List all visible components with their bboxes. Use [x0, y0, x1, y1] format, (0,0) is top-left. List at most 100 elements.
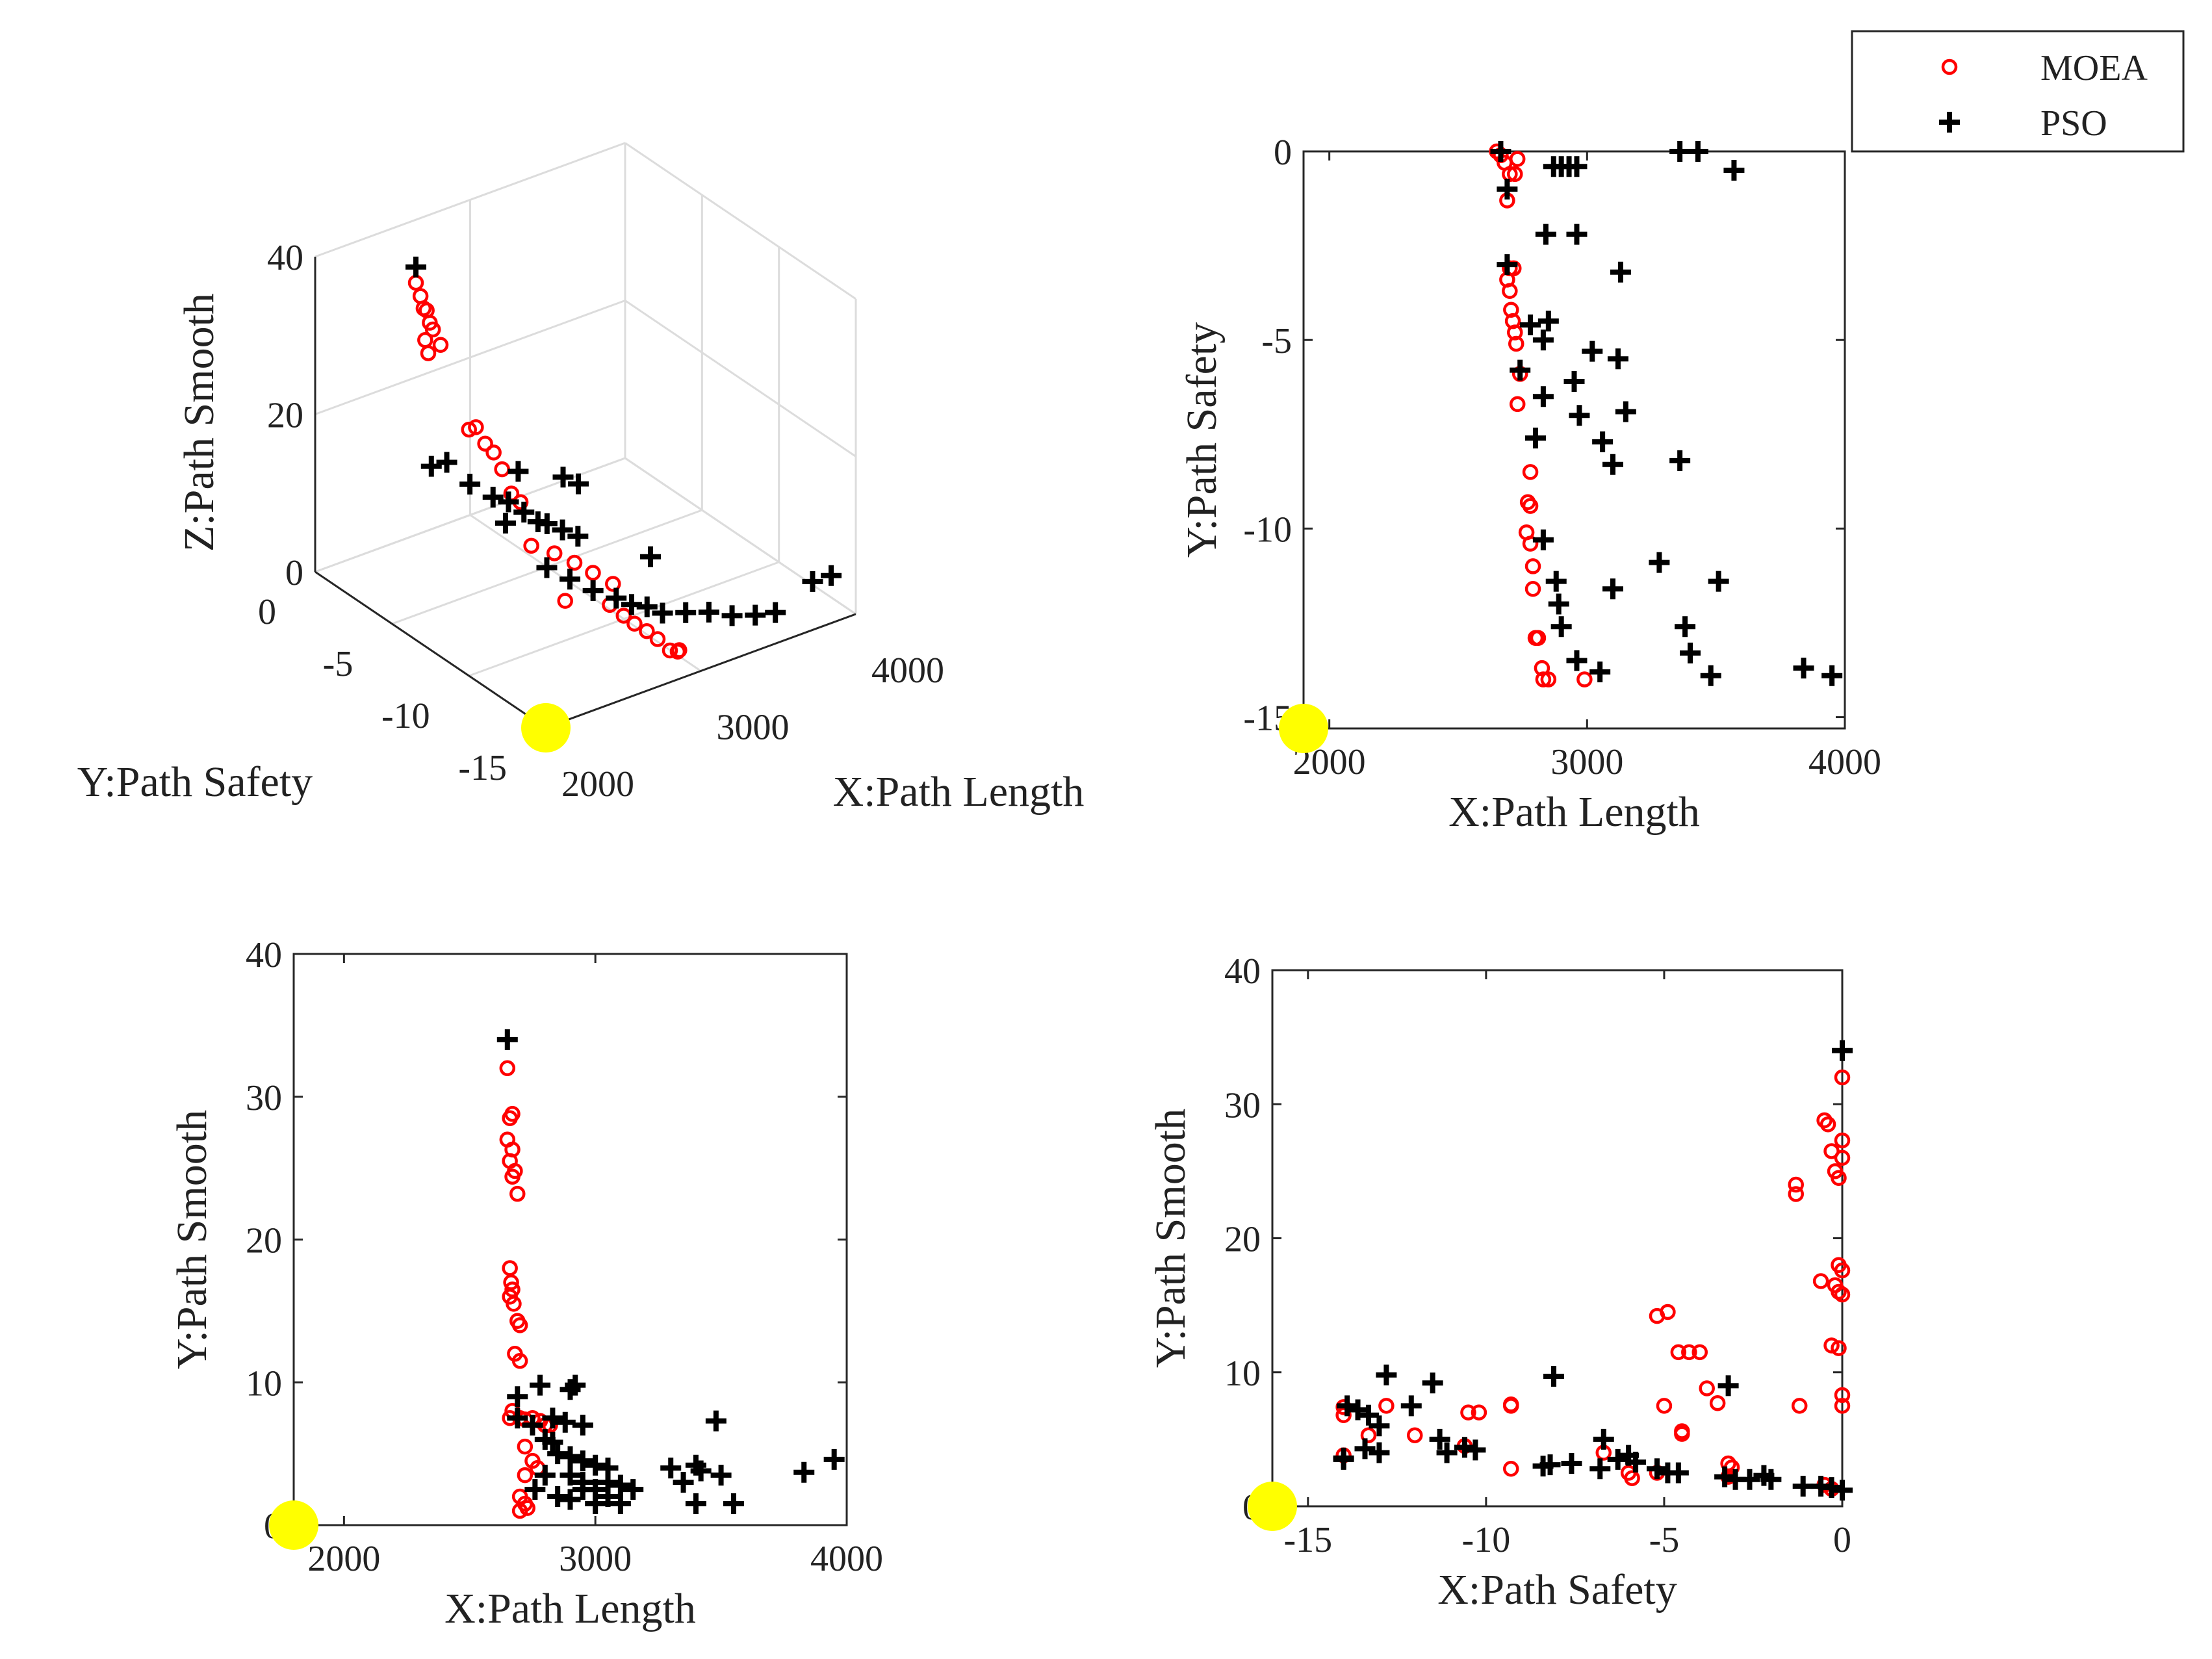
yz-moea-point	[1834, 1132, 1851, 1149]
yz-y-axis-label: Y:Path Smooth	[1147, 1109, 1194, 1368]
xz-moea-point	[519, 1500, 535, 1516]
xy-pso-point	[1569, 405, 1590, 426]
xy-pso-point	[1669, 450, 1691, 471]
xy-pso-point	[1520, 314, 1541, 335]
yz-moea-point	[1709, 1395, 1726, 1411]
xy-pso-point	[1497, 254, 1518, 276]
xy-pso-point	[1525, 428, 1546, 449]
xy-moea-point	[1535, 671, 1552, 688]
xz-y-tick-label: 10	[246, 1363, 282, 1404]
3d-pso-point	[459, 474, 481, 495]
xz-x-axis-label: X:Path Length	[444, 1585, 696, 1632]
xz-pso-point	[572, 1479, 593, 1500]
yz-pso-point	[1589, 1458, 1611, 1480]
3d-pso-point	[482, 487, 504, 508]
legend-moea-marker	[1941, 58, 1958, 75]
xy-pso-point	[1723, 160, 1745, 181]
legend-moea-label: MOEA	[2040, 48, 2148, 88]
3d-back-grid-z	[315, 300, 626, 415]
yz-pso-point	[1357, 1404, 1379, 1426]
xz-pso-point	[585, 1454, 606, 1476]
yz-pso-point	[1717, 1375, 1739, 1396]
3d-pso-point	[420, 456, 442, 477]
xy-pso-point	[1497, 179, 1518, 200]
xy-pso-point	[1510, 359, 1531, 381]
xz-pso-point	[559, 1446, 581, 1467]
yz-moea-point	[1378, 1398, 1395, 1414]
xy-pso-point	[1582, 341, 1603, 362]
yz-moea-point	[1823, 1337, 1840, 1354]
3d-pso-point	[765, 602, 786, 623]
xy-moea-point	[1509, 396, 1526, 413]
3d-moea-point	[523, 537, 539, 554]
xy-pso-point	[1532, 386, 1554, 407]
yz-moea-point	[1791, 1398, 1808, 1414]
plot-3d-length-safety-smooth: 2000 3000 4000 0 -5 -10 -15 0 20 40 X:Path Length Y…	[77, 142, 1084, 816]
xz-x-tick-label: 2000	[307, 1539, 380, 1579]
yz-moea-point	[1656, 1398, 1673, 1414]
3d-pso-point	[495, 513, 516, 534]
xy-pso-point	[1537, 311, 1559, 332]
3d-y-axis-line	[315, 571, 547, 729]
xy-moea-point	[1509, 151, 1526, 167]
3d-pso-point	[745, 604, 766, 626]
3d-pso-point	[567, 473, 589, 495]
xy-y-axis-label: Y:Path Safety	[1178, 322, 1226, 558]
3d-pso-point	[606, 587, 627, 609]
xy-highlight-marker	[1279, 704, 1328, 753]
yz-pso-point	[1714, 1466, 1736, 1487]
yz-y-tick-label: 30	[1224, 1085, 1261, 1125]
xy-moea-point	[1502, 283, 1518, 299]
3d-moea-point	[557, 593, 573, 609]
xz-pso-point	[559, 1489, 581, 1510]
yz-pso-point	[1333, 1447, 1354, 1469]
xz-pso-point	[534, 1465, 556, 1486]
xz-moea-point	[511, 1502, 528, 1519]
xz-moea-point	[502, 1260, 518, 1276]
xy-pso-point	[1532, 329, 1554, 351]
xy-pso-point	[1687, 141, 1708, 162]
xz-pso-point	[572, 1450, 593, 1472]
xy-y-tick-label: -5	[1261, 321, 1292, 361]
xy-pso-point	[1566, 224, 1588, 245]
3d-floor-grid-y	[469, 561, 780, 677]
yz-pso-point	[1539, 1454, 1561, 1476]
xz-pso-point	[673, 1472, 694, 1493]
yz-moea-point	[1660, 1304, 1676, 1320]
3d-moea-point	[566, 554, 583, 571]
yz-moea-point	[1788, 1186, 1804, 1202]
legend-pso-label: PSO	[2040, 103, 2107, 144]
xy-pso-point	[1589, 661, 1611, 682]
yz-moea-point	[1816, 1112, 1833, 1129]
xy-pso-point	[1550, 616, 1572, 637]
yz-x-tick-label: -5	[1649, 1520, 1680, 1560]
yz-pso-point	[1739, 1469, 1760, 1490]
3d-y-tick-label: -15	[458, 748, 507, 788]
xy-pso-point	[1592, 431, 1614, 452]
3d-moea-point	[605, 576, 621, 592]
3d-pso-point	[821, 565, 842, 586]
legend-box	[1851, 30, 2185, 153]
xy-moea-point	[1507, 324, 1523, 341]
xy-pso-point	[1548, 593, 1569, 615]
3d-y-tick-label: 0	[258, 592, 276, 632]
xz-moea-point	[517, 1467, 534, 1484]
3d-pso-point	[513, 502, 535, 523]
xy-pso-point	[1602, 454, 1623, 475]
xz-pso-point	[547, 1443, 569, 1465]
xy-pso-point	[1793, 658, 1814, 679]
3d-moea-point	[432, 337, 449, 353]
yz-moea-point	[1674, 1426, 1690, 1442]
3d-z-tick-label: 0	[285, 553, 303, 593]
3d-moea-point	[615, 608, 632, 624]
3d-moea-point	[477, 435, 493, 452]
xy-pso-point	[1700, 665, 1721, 686]
xz-pso-point	[542, 1408, 563, 1429]
xy-moea-point	[1530, 630, 1547, 646]
3d-moea-point	[494, 461, 510, 478]
xz-pso-point	[507, 1408, 528, 1429]
xz-pso-point	[542, 1432, 563, 1453]
3d-x-axis-line	[545, 613, 856, 729]
3d-pso-point	[721, 605, 743, 626]
